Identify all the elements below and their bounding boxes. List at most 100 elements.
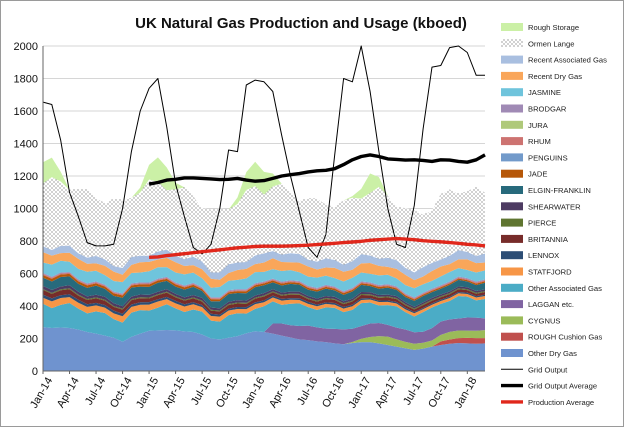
legend-swatch <box>501 71 523 80</box>
x-tick-label: Jul-14 <box>83 375 108 407</box>
y-tick-label: 1400 <box>14 139 38 151</box>
y-tick-label: 200 <box>20 334 38 346</box>
legend-label: Other Dry Gas <box>528 349 577 358</box>
legend-label: STATFJORD <box>528 268 572 277</box>
legend-item-other-associated-gas: Other Associated Gas <box>501 283 602 293</box>
x-tick-label: Jan-15 <box>134 375 161 410</box>
legend-item-penguins: PENGUINS <box>501 153 568 162</box>
legend-label: BRITANNIA <box>528 235 569 244</box>
legend-item-other-dry-gas: Other Dry Gas <box>501 349 577 358</box>
legend-swatch <box>501 316 523 325</box>
legend-item-lennox: LENNOX <box>501 251 559 260</box>
legend-item-brodgar: BRODGAR <box>501 104 567 114</box>
legend-item-statfjord: STATFJORD <box>501 267 572 277</box>
legend-item-production-average: Production Average <box>501 398 594 407</box>
legend-label: Rough Storage <box>528 23 579 32</box>
area-recent-dry-gas <box>43 252 485 289</box>
legend-label: ELGIN-FRANKLIN <box>528 186 591 195</box>
legend-item-pierce: PIERCE <box>501 218 556 228</box>
legend-item-grid-output-average: Grid Output Average <box>501 382 597 391</box>
y-tick-label: 1200 <box>14 171 38 183</box>
legend-item-ormen-lange: Ormen Lange <box>501 39 574 48</box>
legend-item-elgin-franklin: ELGIN-FRANKLIN <box>501 186 591 195</box>
legend: Rough Storage Ormen Lange Recent Associate… <box>501 23 607 407</box>
legend-label: ROUGH Cushion Gas <box>528 333 602 342</box>
legend-swatch <box>501 283 523 292</box>
x-tick-label: Jul-16 <box>295 375 320 407</box>
x-tick-label: Jul-17 <box>401 375 426 407</box>
legend-item-laggan-etc: LAGGAN etc. <box>501 300 574 309</box>
legend-swatch <box>501 120 523 129</box>
legend-swatch <box>501 169 523 178</box>
y-tick-label: 800 <box>20 236 38 248</box>
legend-label: Ormen Lange <box>528 39 574 48</box>
y-tick-label: 600 <box>20 269 38 281</box>
legend-swatch <box>501 300 523 309</box>
legend-item-shearwater: SHEARWATER <box>501 202 581 211</box>
legend-label: BRODGAR <box>528 105 567 114</box>
area-ormen-lange <box>43 177 485 273</box>
legend-item-jade: JADE <box>501 169 547 179</box>
area-other-dry-gas <box>43 327 485 371</box>
legend-label: Production Average <box>528 398 594 407</box>
legend-label: LENNOX <box>528 251 559 260</box>
area-elgin-franklin <box>43 276 485 309</box>
legend-label: RHUM <box>528 137 551 146</box>
area-britannia <box>43 289 485 315</box>
line-series <box>42 45 486 259</box>
legend-label: Grid Output <box>528 365 568 374</box>
legend-swatch <box>501 153 523 162</box>
legend-label: JASMINE <box>528 88 561 97</box>
x-tick-label: Jul-15 <box>189 375 214 407</box>
x-tick-label: Jan-17 <box>346 375 373 410</box>
x-tick-label: Jan-16 <box>240 375 267 410</box>
legend-swatch <box>501 55 523 64</box>
legend-item-britannia: BRITANNIA <box>501 234 569 244</box>
area-jasmine <box>43 260 485 298</box>
line-grid-output <box>42 45 485 258</box>
x-tick-label: Apr-16 <box>267 375 294 410</box>
x-tick-label: Apr-17 <box>373 375 400 410</box>
y-tick-label: 1800 <box>14 74 38 86</box>
line-grid-output-average <box>148 153 486 186</box>
legend-item-grid-output: Grid Output <box>501 365 568 374</box>
legend-swatch <box>501 267 523 276</box>
legend-item-rough-cushion-gas: ROUGH Cushion Gas <box>501 332 602 342</box>
area-statfjord <box>43 293 485 323</box>
x-tick-label: Jan-14 <box>28 375 55 410</box>
legend-swatch <box>501 332 523 341</box>
legend-swatch <box>501 23 523 31</box>
legend-label: Other Associated Gas <box>528 284 602 293</box>
legend-swatch <box>501 234 523 243</box>
y-tick-label: 1000 <box>14 204 38 216</box>
legend-label: Grid Output Average <box>528 382 597 391</box>
legend-swatch <box>501 137 523 146</box>
x-tick-label: Apr-15 <box>161 375 188 410</box>
x-tick-label: Jan-18 <box>452 375 479 410</box>
legend-item-rough-storage: Rough Storage <box>501 23 579 32</box>
legend-label: SHEARWATER <box>528 202 581 211</box>
line-production-average <box>149 236 486 259</box>
legend-swatch <box>501 202 523 211</box>
y-tick-label: 2000 <box>14 41 38 53</box>
legend-label: PENGUINS <box>528 153 568 162</box>
legend-swatch <box>501 218 523 227</box>
y-tick-label: 400 <box>20 301 38 313</box>
legend-label: LAGGAN etc. <box>528 300 574 309</box>
area-shearwater <box>43 285 485 311</box>
x-tick-label: Apr-14 <box>55 375 82 410</box>
x-tick-label: Oct-17 <box>426 375 453 410</box>
y-tick-label: 1600 <box>14 106 38 118</box>
legend-label: JADE <box>528 170 547 179</box>
legend-swatch <box>501 88 523 97</box>
legend-swatch <box>501 251 523 260</box>
legend-label: PIERCE <box>528 219 556 228</box>
legend-item-recent-dry-gas: Recent Dry Gas <box>501 71 582 81</box>
area-pierce <box>43 288 485 312</box>
legend-swatch <box>501 349 523 357</box>
legend-swatch <box>501 104 523 113</box>
area-recent-associated-gas <box>43 245 485 281</box>
y-tick-label: 0 <box>32 366 38 378</box>
